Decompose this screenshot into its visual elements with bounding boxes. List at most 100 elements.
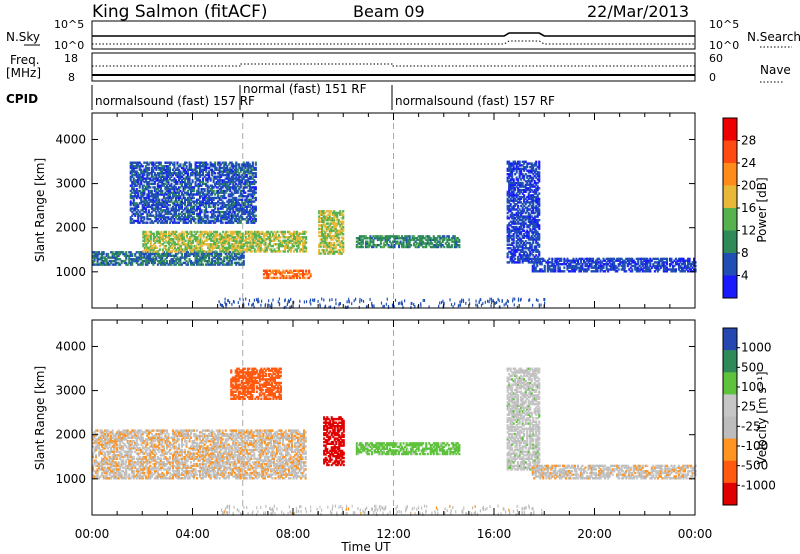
range-gate-cell [279, 230, 282, 234]
range-gate-cell [158, 198, 161, 201]
range-gate-cell [179, 165, 182, 168]
range-gate-cell [171, 221, 174, 224]
range-gate-cell [203, 256, 206, 259]
range-gate-cell [279, 243, 282, 246]
range-gate-cell [232, 198, 235, 201]
range-gate-cell [534, 270, 537, 273]
range-gate-cell [262, 276, 265, 280]
range-gate-cell [235, 237, 238, 241]
range-gate-cell [165, 196, 168, 200]
range-gate-cell [226, 207, 229, 210]
range-gate-cell [174, 221, 177, 224]
range-gate-cell [306, 276, 309, 280]
range-gate-cell [535, 208, 538, 211]
range-gate-cell [98, 252, 101, 256]
range-gate-cell [226, 243, 229, 246]
range-gate-cell [357, 240, 360, 243]
range-gate-cell [333, 247, 336, 250]
range-gate-cell [146, 212, 149, 216]
range-gate-cell [220, 182, 223, 186]
range-gate-cell [557, 263, 560, 266]
range-gate-cell [172, 234, 175, 237]
range-gate-cell [212, 256, 215, 259]
range-gate-cell [158, 232, 161, 235]
range-gate-cell [573, 268, 576, 271]
range-gate-cell [168, 259, 171, 263]
range-gate-cell [159, 203, 162, 207]
range-gate-cell [514, 250, 517, 253]
range-gate-cell [539, 270, 542, 273]
range-gate-cell [143, 189, 146, 193]
range-gate-cell [249, 248, 252, 251]
range-gate-cell [232, 209, 235, 212]
range-gate-cell [170, 161, 173, 164]
range-gate-cell [241, 195, 244, 198]
range-gate-cell [279, 250, 282, 253]
range-gate-cell [527, 259, 530, 262]
range-gate-cell [249, 232, 252, 235]
range-gate-cell [429, 237, 432, 240]
range-gate-cell [147, 214, 150, 217]
range-gate-cell [143, 200, 146, 203]
range-gate-cell [526, 188, 529, 192]
range-gate-cell [393, 245, 396, 249]
range-gate-cell [223, 214, 226, 217]
range-gate-cell [162, 165, 165, 168]
range-gate-cell [218, 172, 221, 175]
range-gate-cell [230, 207, 233, 210]
range-gate-cell [238, 246, 241, 250]
range-gate-cell [131, 214, 134, 217]
range-gate-cell [170, 196, 173, 200]
range-gate-cell [221, 161, 224, 164]
range-gate-cell [188, 182, 191, 186]
range-gate-cell [147, 180, 150, 184]
range-gate-cell [431, 238, 434, 242]
range-gate-cell [227, 198, 230, 201]
range-gate-cell [160, 243, 163, 246]
range-gate-cell [120, 251, 123, 254]
range-gate-cell [176, 182, 179, 186]
noise-panel: N.Sky 10^5 10^0 10^5 10^0 N.Search [6, 18, 800, 52]
range-gate-cell [302, 273, 305, 276]
range-gate-cell [230, 221, 233, 224]
range-gate-cell [511, 238, 514, 241]
range-gate-cell [179, 248, 182, 251]
range-gate-cell [435, 242, 438, 245]
range-gate-cell [226, 209, 229, 212]
range-gate-cell [165, 189, 168, 193]
range-gate-cell [217, 209, 220, 212]
range-gate-cell [161, 175, 164, 178]
range-gate-cell [212, 203, 215, 207]
range-gate-cell [188, 252, 191, 256]
range-gate-cell [308, 271, 311, 274]
range-gate-cell [450, 237, 453, 240]
range-gate-cell [203, 214, 206, 217]
range-gate-cell [135, 161, 138, 164]
range-gate-cell [110, 261, 113, 265]
range-gate-cell [386, 235, 389, 238]
range-gate-cell [325, 238, 328, 241]
range-gate-cell [514, 160, 517, 163]
range-gate-cell [533, 217, 536, 220]
range-gate-cell [277, 234, 280, 237]
range-gate-cell [535, 204, 538, 208]
range-gate-cell [240, 237, 243, 241]
range-gate-cell [196, 248, 199, 251]
range-gate-cell [143, 161, 146, 164]
range-gate-cell [324, 250, 327, 253]
range-gate-cell [206, 186, 209, 189]
range-gate-cell [113, 252, 116, 256]
range-gate-cell [228, 234, 231, 237]
range-gate-cell [153, 188, 156, 191]
range-gate-cell [202, 200, 205, 203]
range-gate-cell [518, 227, 521, 231]
range-gate-cell [211, 186, 214, 189]
range-gate-cell [328, 250, 331, 253]
range-gate-cell [212, 212, 215, 216]
range-gate-cell [265, 276, 268, 280]
range-gate-cell [555, 259, 558, 262]
range-gate-cell [540, 261, 543, 264]
range-gate-cell [527, 236, 530, 239]
range-gate-cell [140, 191, 143, 194]
range-gate-cell [162, 254, 165, 257]
